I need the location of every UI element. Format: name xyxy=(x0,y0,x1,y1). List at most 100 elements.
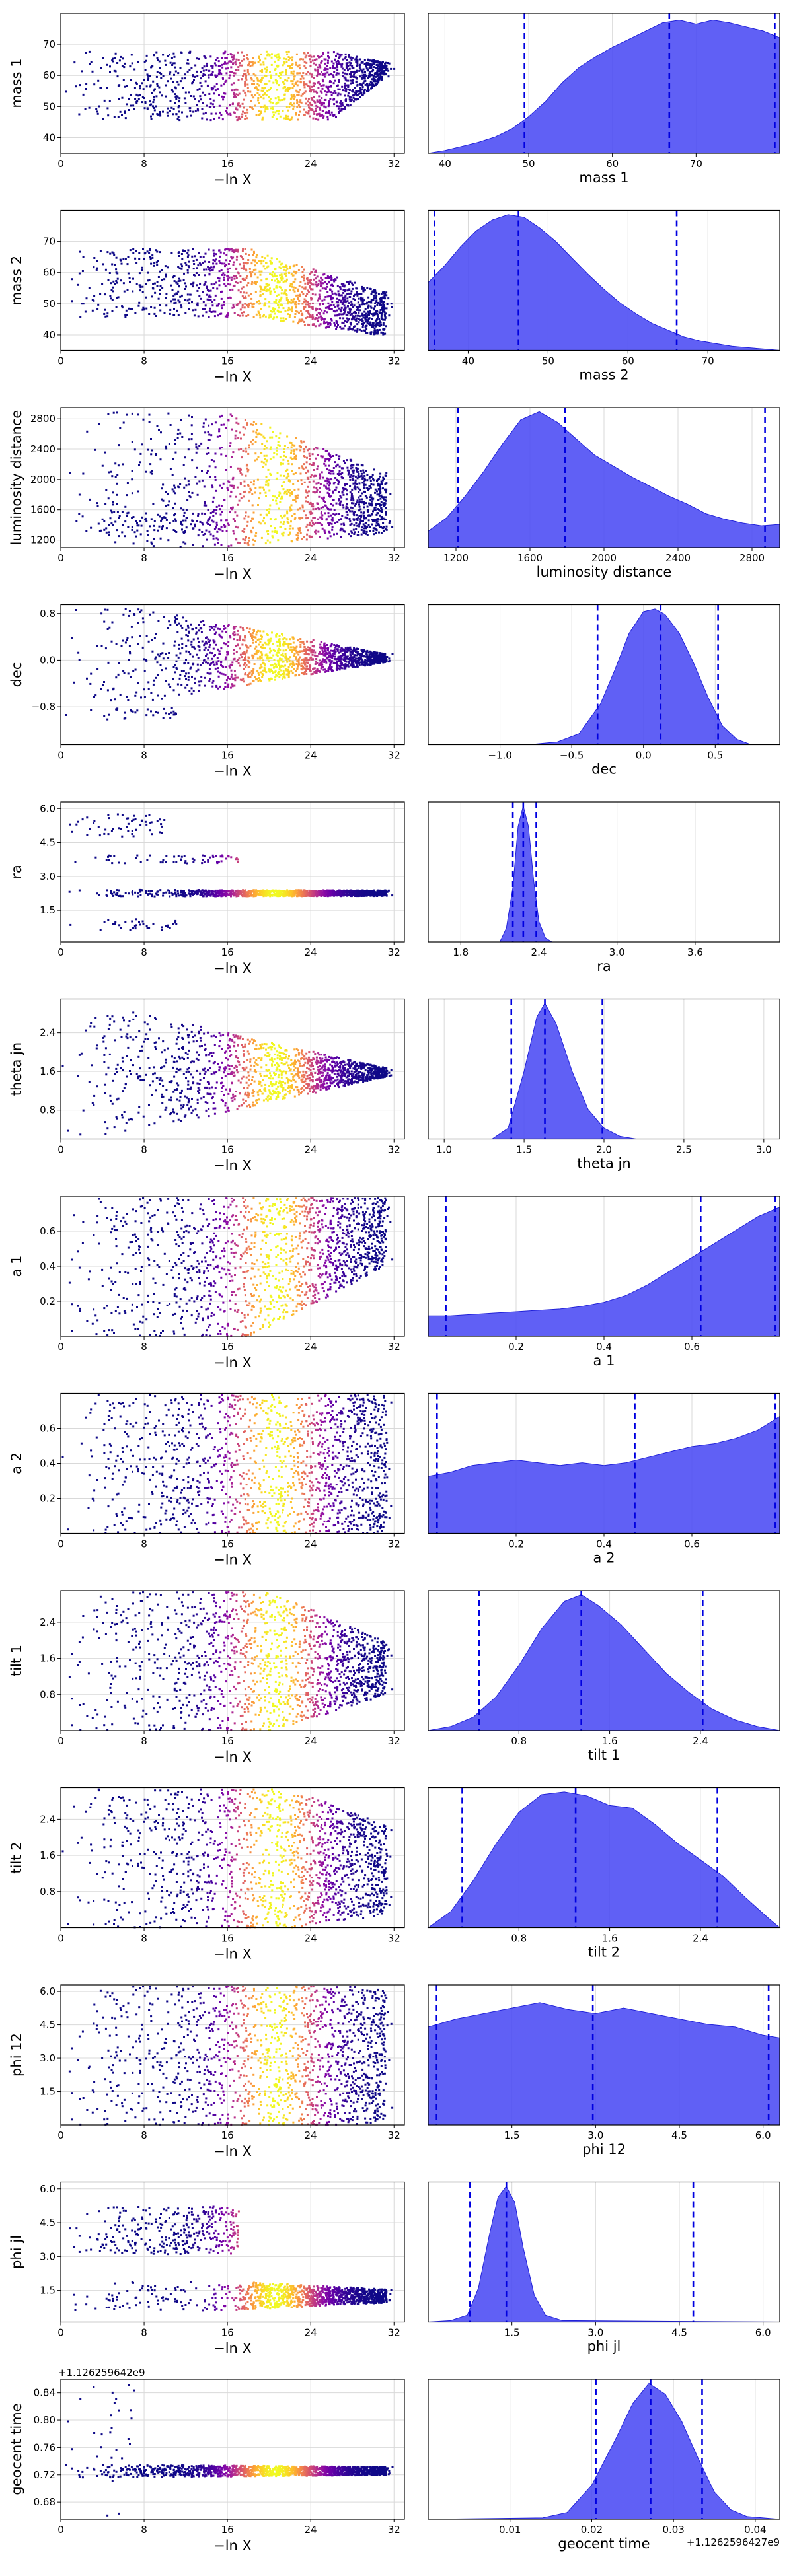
scatter-point xyxy=(262,87,265,90)
scatter-point xyxy=(128,277,131,279)
scatter-point xyxy=(305,650,307,652)
scatter-point xyxy=(201,67,204,69)
scatter-point xyxy=(311,283,313,286)
scatter-point xyxy=(231,257,233,260)
scatter-point xyxy=(111,251,114,254)
scatter-point xyxy=(283,445,286,447)
scatter-point xyxy=(380,301,383,304)
scatter-point xyxy=(373,308,375,311)
scatter-point xyxy=(126,103,128,106)
scatter-point xyxy=(313,448,315,451)
scatter-point xyxy=(235,281,237,283)
scatter-point xyxy=(340,496,343,499)
scatter-point xyxy=(235,417,238,420)
scatter-point xyxy=(243,268,245,270)
scatter-point xyxy=(106,87,108,89)
scatter-point xyxy=(165,519,168,521)
scatter-point xyxy=(317,312,320,314)
scatter-point xyxy=(151,472,153,475)
scatter-point xyxy=(101,464,104,467)
scatter-point xyxy=(243,528,246,530)
scatter-point xyxy=(268,316,270,319)
scatter-point xyxy=(375,83,377,86)
scatter-point xyxy=(384,65,387,67)
scatter-point xyxy=(352,79,354,81)
scatter-point xyxy=(218,260,221,262)
scatter-point xyxy=(221,95,223,98)
scatter-point xyxy=(270,257,273,260)
scatter-point xyxy=(303,455,305,457)
scatter-point xyxy=(227,275,229,278)
scatter-point xyxy=(210,283,213,286)
scatter-point xyxy=(343,284,346,287)
y-tick-label: 40 xyxy=(43,329,56,341)
scatter-point xyxy=(235,96,237,98)
scatter-point xyxy=(219,484,221,487)
scatter-point xyxy=(204,252,207,255)
scatter-point xyxy=(158,525,161,528)
scatter-point xyxy=(311,59,314,62)
scatter-point xyxy=(211,519,213,522)
scatter-point xyxy=(241,306,244,309)
scatter-point xyxy=(172,108,175,110)
scatter-point xyxy=(379,475,381,478)
scatter-point xyxy=(165,95,167,98)
scatter-point xyxy=(270,63,273,66)
scatter-point xyxy=(293,78,295,81)
scatter-point xyxy=(369,504,372,507)
scatter-point xyxy=(190,95,192,97)
scatter-point xyxy=(226,487,229,489)
scatter-point xyxy=(132,542,135,545)
scatter-point xyxy=(264,57,267,60)
scatter-point xyxy=(374,302,377,304)
scatter-point xyxy=(381,67,384,69)
scatter-point xyxy=(368,72,371,75)
scatter-point xyxy=(261,77,264,79)
scatter-point xyxy=(89,63,91,65)
scatter-point xyxy=(296,100,299,103)
scatter-point xyxy=(121,306,124,309)
scatter-point xyxy=(313,96,315,98)
scatter-point xyxy=(340,536,342,538)
scatter-point xyxy=(348,96,351,98)
scatter-point xyxy=(244,303,246,305)
scatter-point xyxy=(200,676,203,678)
scatter-point xyxy=(305,310,308,312)
scatter-point xyxy=(352,311,355,314)
scatter-point xyxy=(264,110,266,113)
scatter-point xyxy=(252,250,255,253)
scatter-point xyxy=(333,649,336,651)
scatter-point xyxy=(145,307,148,310)
scatter-point xyxy=(363,59,366,61)
scatter-point xyxy=(229,289,231,291)
scatter-point xyxy=(250,423,252,426)
scatter-point xyxy=(308,490,310,493)
scatter-point xyxy=(355,90,358,92)
scatter-point xyxy=(308,535,311,538)
scatter-point xyxy=(153,312,156,315)
scatter-point xyxy=(210,459,213,461)
scatter-point xyxy=(381,68,384,71)
scatter-point xyxy=(366,322,369,324)
scatter-point xyxy=(286,268,289,270)
scatter-point xyxy=(380,297,383,299)
scatter-point xyxy=(356,287,358,290)
scatter-point xyxy=(279,77,282,79)
scatter-point xyxy=(229,112,232,115)
scatter-point xyxy=(387,75,390,78)
scatter-point xyxy=(301,483,303,485)
scatter-point xyxy=(367,489,369,491)
scatter-point xyxy=(237,104,239,107)
scatter-point xyxy=(238,117,241,119)
scatter-point xyxy=(358,311,360,314)
scatter-point xyxy=(236,108,239,111)
scatter-point xyxy=(330,308,333,310)
scatter-point xyxy=(361,77,363,79)
scatter-point xyxy=(242,286,245,289)
scatter-point xyxy=(100,67,102,69)
x-tick-label: 16 xyxy=(221,355,234,367)
scatter-point xyxy=(350,71,353,73)
scatter-point xyxy=(335,55,337,57)
scatter-point xyxy=(238,499,241,502)
scatter-point xyxy=(220,73,223,75)
